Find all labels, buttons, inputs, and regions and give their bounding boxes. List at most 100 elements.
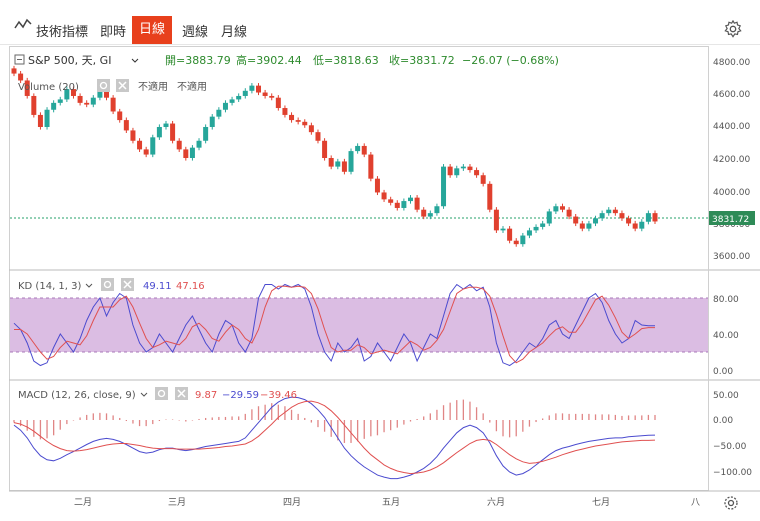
candle xyxy=(394,202,400,208)
candle xyxy=(209,116,215,127)
candle xyxy=(137,140,143,150)
candle xyxy=(546,211,552,224)
macd-label: MACD (12, 26, close, 9) xyxy=(18,390,136,401)
toolbar: 技術指標 即時 日線 週線 月線 xyxy=(0,0,760,45)
weekly-button[interactable]: 週線 xyxy=(182,25,209,40)
candle xyxy=(262,92,268,96)
candle xyxy=(229,99,235,103)
macd-hist-value: 9.87 xyxy=(195,390,217,401)
x-tick: 七月 xyxy=(592,497,610,508)
candle xyxy=(203,126,209,141)
price-tick: 4800.00 xyxy=(713,58,750,68)
kd-lines-group xyxy=(13,283,655,367)
monthly-button[interactable]: 月線 xyxy=(221,25,248,40)
macd-tick: −50.00 xyxy=(713,442,747,452)
candle xyxy=(645,213,651,222)
kd-label: KD (14, 1, 3) xyxy=(18,281,82,292)
kd-dropdown-icon[interactable] xyxy=(85,283,93,288)
macd-tick: 0.00 xyxy=(713,416,733,426)
kd-k-value: 49.11 xyxy=(143,281,172,292)
volume-na-2: 不適用 xyxy=(177,80,207,93)
candle xyxy=(652,213,658,222)
candle xyxy=(51,102,57,110)
x-tick: 四月 xyxy=(283,497,301,508)
macd-settings-icon[interactable] xyxy=(155,387,168,400)
candle xyxy=(401,201,407,208)
volume-label: Volume (20) xyxy=(18,82,79,93)
candle xyxy=(31,95,37,115)
candle xyxy=(163,123,169,127)
candle xyxy=(37,114,43,127)
kd-close-icon-glyph xyxy=(123,280,132,289)
candle xyxy=(295,120,301,122)
candle xyxy=(566,209,572,217)
indicators-icon[interactable] xyxy=(14,18,32,32)
candle xyxy=(579,223,585,229)
candle xyxy=(414,197,420,210)
candle xyxy=(335,161,341,167)
candle xyxy=(553,206,559,212)
candle xyxy=(242,90,248,96)
intraday-button[interactable]: 即時 xyxy=(100,25,127,40)
candle xyxy=(269,95,275,98)
candle xyxy=(493,209,499,231)
candle xyxy=(84,102,90,105)
candle xyxy=(368,154,374,179)
close-value: 收=3831.72 xyxy=(389,53,455,67)
macd-signal-value: −39.46 xyxy=(260,390,297,401)
candle xyxy=(170,123,176,141)
candle xyxy=(513,240,519,245)
candle xyxy=(520,235,526,245)
change-value: −26.07 (−0.68%) xyxy=(462,54,559,67)
candle xyxy=(500,228,506,231)
settings-gear-icon[interactable] xyxy=(724,20,742,38)
indicators-button[interactable]: 技術指標 xyxy=(36,25,89,40)
candle xyxy=(90,97,96,105)
candle xyxy=(619,213,625,219)
candle xyxy=(189,147,195,158)
open-value: 開=3883.79 xyxy=(165,54,231,67)
candle xyxy=(407,197,413,202)
candle xyxy=(110,97,116,112)
bottom-settings-gear-icon[interactable] xyxy=(724,496,738,510)
candle xyxy=(302,121,308,126)
symbol-dropdown-icon[interactable] xyxy=(131,58,139,63)
kd-settings-icon[interactable] xyxy=(101,278,114,291)
macd-tick: −100.00 xyxy=(713,468,752,478)
macd-dropdown-icon[interactable] xyxy=(140,392,148,397)
volume-na-1: 不適用 xyxy=(138,80,168,93)
candle xyxy=(507,228,513,241)
macd-line xyxy=(13,396,656,480)
macd-close-icon-glyph xyxy=(177,389,186,398)
price-tick: 4000.00 xyxy=(713,188,750,198)
candle xyxy=(11,68,17,74)
collapse-toggle-icon[interactable] xyxy=(14,54,25,65)
candle xyxy=(328,158,334,167)
daily-button[interactable]: 日線 xyxy=(132,16,172,44)
x-tick: 八 xyxy=(691,498,700,508)
candle xyxy=(606,209,612,214)
macd-signal-line xyxy=(13,400,656,475)
candle xyxy=(388,199,394,203)
low-value: 低=3818.63 xyxy=(313,54,379,67)
macd-tick: 50.00 xyxy=(713,391,739,401)
x-tick: 二月 xyxy=(74,497,92,508)
candle xyxy=(256,85,262,93)
candle xyxy=(626,218,632,224)
macd-group xyxy=(13,396,656,480)
candle xyxy=(289,114,295,121)
kd-d-line xyxy=(14,285,655,364)
candle xyxy=(533,226,539,231)
candle xyxy=(236,95,242,100)
macd-line-value: −29.59 xyxy=(222,390,259,401)
candle xyxy=(480,175,486,184)
candle xyxy=(474,170,480,176)
volume-settings-icon[interactable] xyxy=(97,79,110,92)
candle xyxy=(639,221,645,229)
candle xyxy=(64,89,70,100)
candle xyxy=(612,209,618,214)
kd-tick: 0.00 xyxy=(713,367,733,377)
kd-tick: 80.00 xyxy=(713,295,739,305)
price-tick: 4600.00 xyxy=(713,90,750,100)
